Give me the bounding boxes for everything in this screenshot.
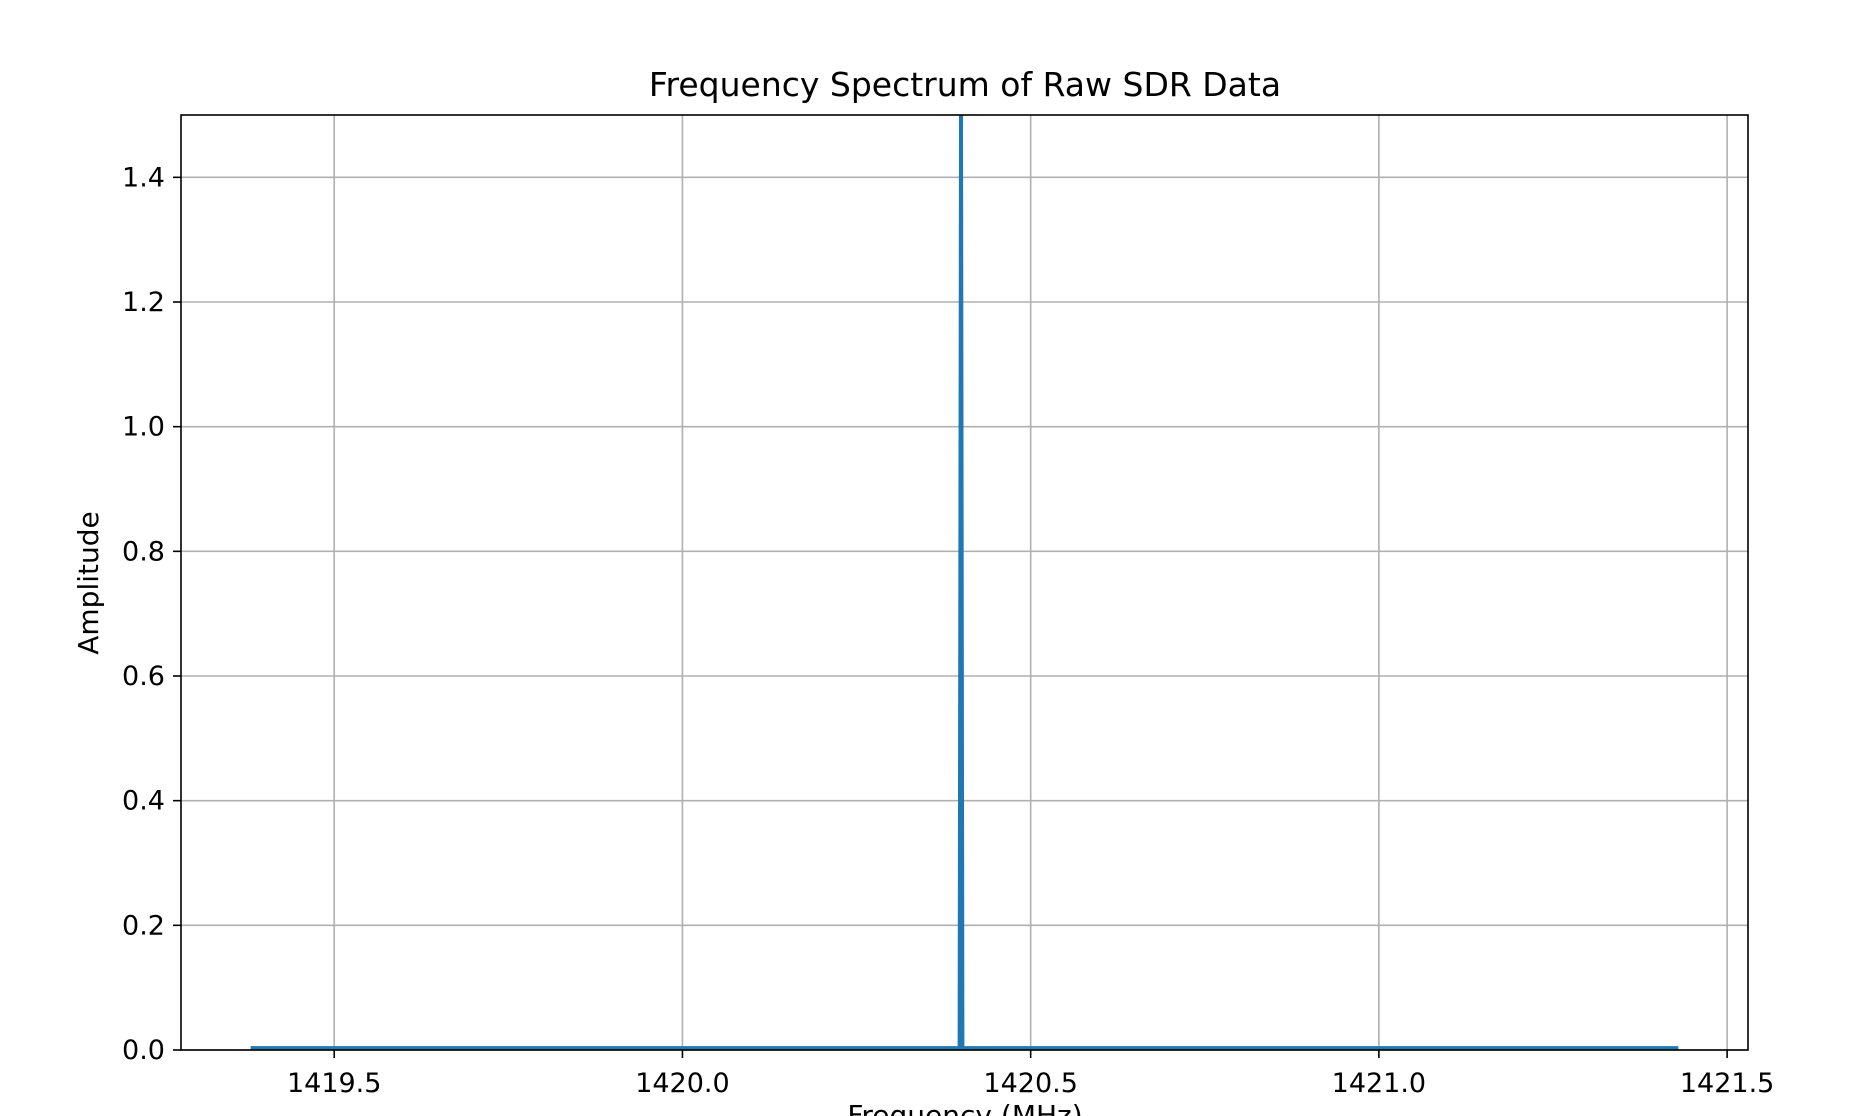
y-tick-label: 0.8	[122, 536, 165, 567]
axis-ticks: 1419.5 1420.0 1420.5 1421.0 1421.5 0.0 0.2 0.4 0…	[122, 162, 1774, 1099]
x-axis-label: Frequency (MHz)	[847, 1099, 1082, 1116]
x-tick-label: 1419.5	[287, 1068, 381, 1099]
x-tick-label: 1421.5	[1680, 1068, 1774, 1099]
y-tick-label: 0.6	[122, 661, 165, 692]
x-tick-label: 1420.5	[983, 1068, 1077, 1099]
x-tick-label: 1420.0	[635, 1068, 729, 1099]
y-tick-label: 0.4	[122, 786, 165, 817]
plot-frame	[180, 114, 1749, 1051]
y-axis-label: Amplitude	[72, 511, 105, 655]
y-tick-label: 0.0	[122, 1035, 165, 1066]
y-tick-label: 1.0	[122, 412, 165, 443]
y-tick-label: 1.2	[122, 287, 165, 318]
y-tick-label: 0.2	[122, 910, 165, 941]
chart-title: Frequency Spectrum of Raw SDR Data	[649, 65, 1281, 104]
y-tick-label: 1.4	[122, 162, 165, 193]
x-tick-label: 1421.0	[1332, 1068, 1426, 1099]
